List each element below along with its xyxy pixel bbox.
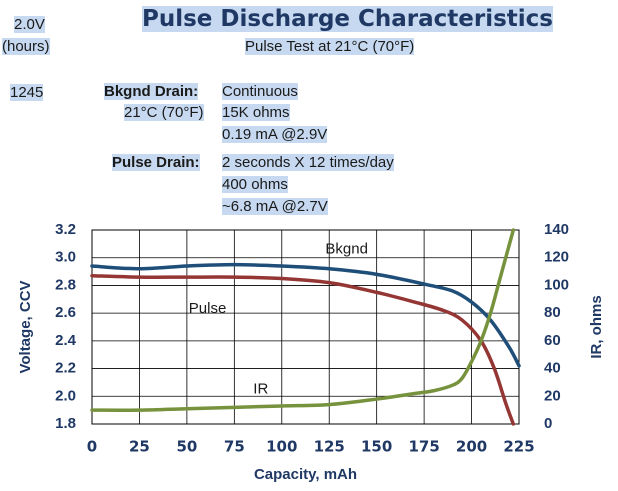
x-tick-label: 100 (266, 438, 297, 456)
y2-tick-label: 20 (544, 387, 561, 404)
y2-tick-label: 60 (544, 332, 561, 349)
x-tick-label: 225 (503, 438, 534, 456)
y2-tick-label: 0 (544, 415, 552, 432)
y-tick-label: 2.8 (55, 276, 76, 293)
y-tick-label: 3.0 (55, 249, 76, 266)
bkgnd-line-3: 0.19 mA @2.9V (222, 126, 328, 143)
chart-title: Pulse Discharge Characteristics (142, 6, 554, 32)
bkgnd-line-2: 15K ohms (222, 104, 290, 121)
x-axis-title: Capacity, mAh (254, 466, 357, 483)
y-tick-label: 2.4 (55, 332, 77, 349)
x-tick-label: 125 (314, 438, 345, 456)
y-tick-label: 1.8 (55, 415, 76, 432)
series-label-bkgnd: Bkgnd (325, 240, 368, 257)
y2-axis-title: IR, ohms (588, 295, 605, 358)
cutoff-value: 2.0V (14, 16, 45, 33)
series-line-pulse (90, 273, 516, 426)
y-tick-label: 2.6 (55, 304, 76, 321)
pulse-line-2: 400 ohms (222, 176, 288, 193)
pulse-line-3: ~6.8 mA @2.7V (222, 198, 328, 215)
y-axis-title: Voltage, CCV (17, 280, 34, 373)
y-tick-label: 3.2 (55, 221, 76, 238)
y-tick-label: 2.0 (55, 387, 76, 404)
hours-value: 1245 (10, 84, 44, 101)
chart-subtitle: Pulse Test at 21°C (70°F) (245, 38, 415, 55)
y2-tick-label: 80 (544, 304, 561, 321)
bkgnd-drain-label: Bkgnd Drain: (104, 83, 199, 100)
y-tick-label: 2.2 (55, 360, 76, 377)
y2-tick-label: 40 (544, 360, 561, 377)
x-tick-label: 200 (456, 438, 487, 456)
pulse-drain-label: Pulse Drain: (112, 154, 200, 171)
series-line-ir (90, 228, 516, 412)
plot-area (91, 229, 520, 425)
y2-tick-label: 120 (544, 249, 569, 266)
bkgnd-line-1: Continuous (222, 83, 298, 100)
x-tick-label: 75 (224, 438, 245, 456)
x-tick-label: 50 (176, 438, 197, 456)
series-label-ir: IR (253, 380, 268, 397)
x-tick-label: 0 (87, 438, 97, 456)
x-tick-label: 175 (408, 438, 439, 456)
bkgnd-drain-temp: 21°C (70°F) (124, 104, 204, 121)
x-tick-label: 150 (361, 438, 392, 456)
cutoff-unit: (hours) (2, 38, 50, 55)
pulse-line-1: 2 seconds X 12 times/day (222, 154, 394, 171)
series-label-pulse: Pulse (189, 300, 227, 317)
y2-tick-label: 140 (544, 221, 569, 238)
series-line-bkgnd (90, 262, 521, 368)
x-tick-label: 25 (129, 438, 150, 456)
y2-tick-label: 100 (544, 276, 569, 293)
